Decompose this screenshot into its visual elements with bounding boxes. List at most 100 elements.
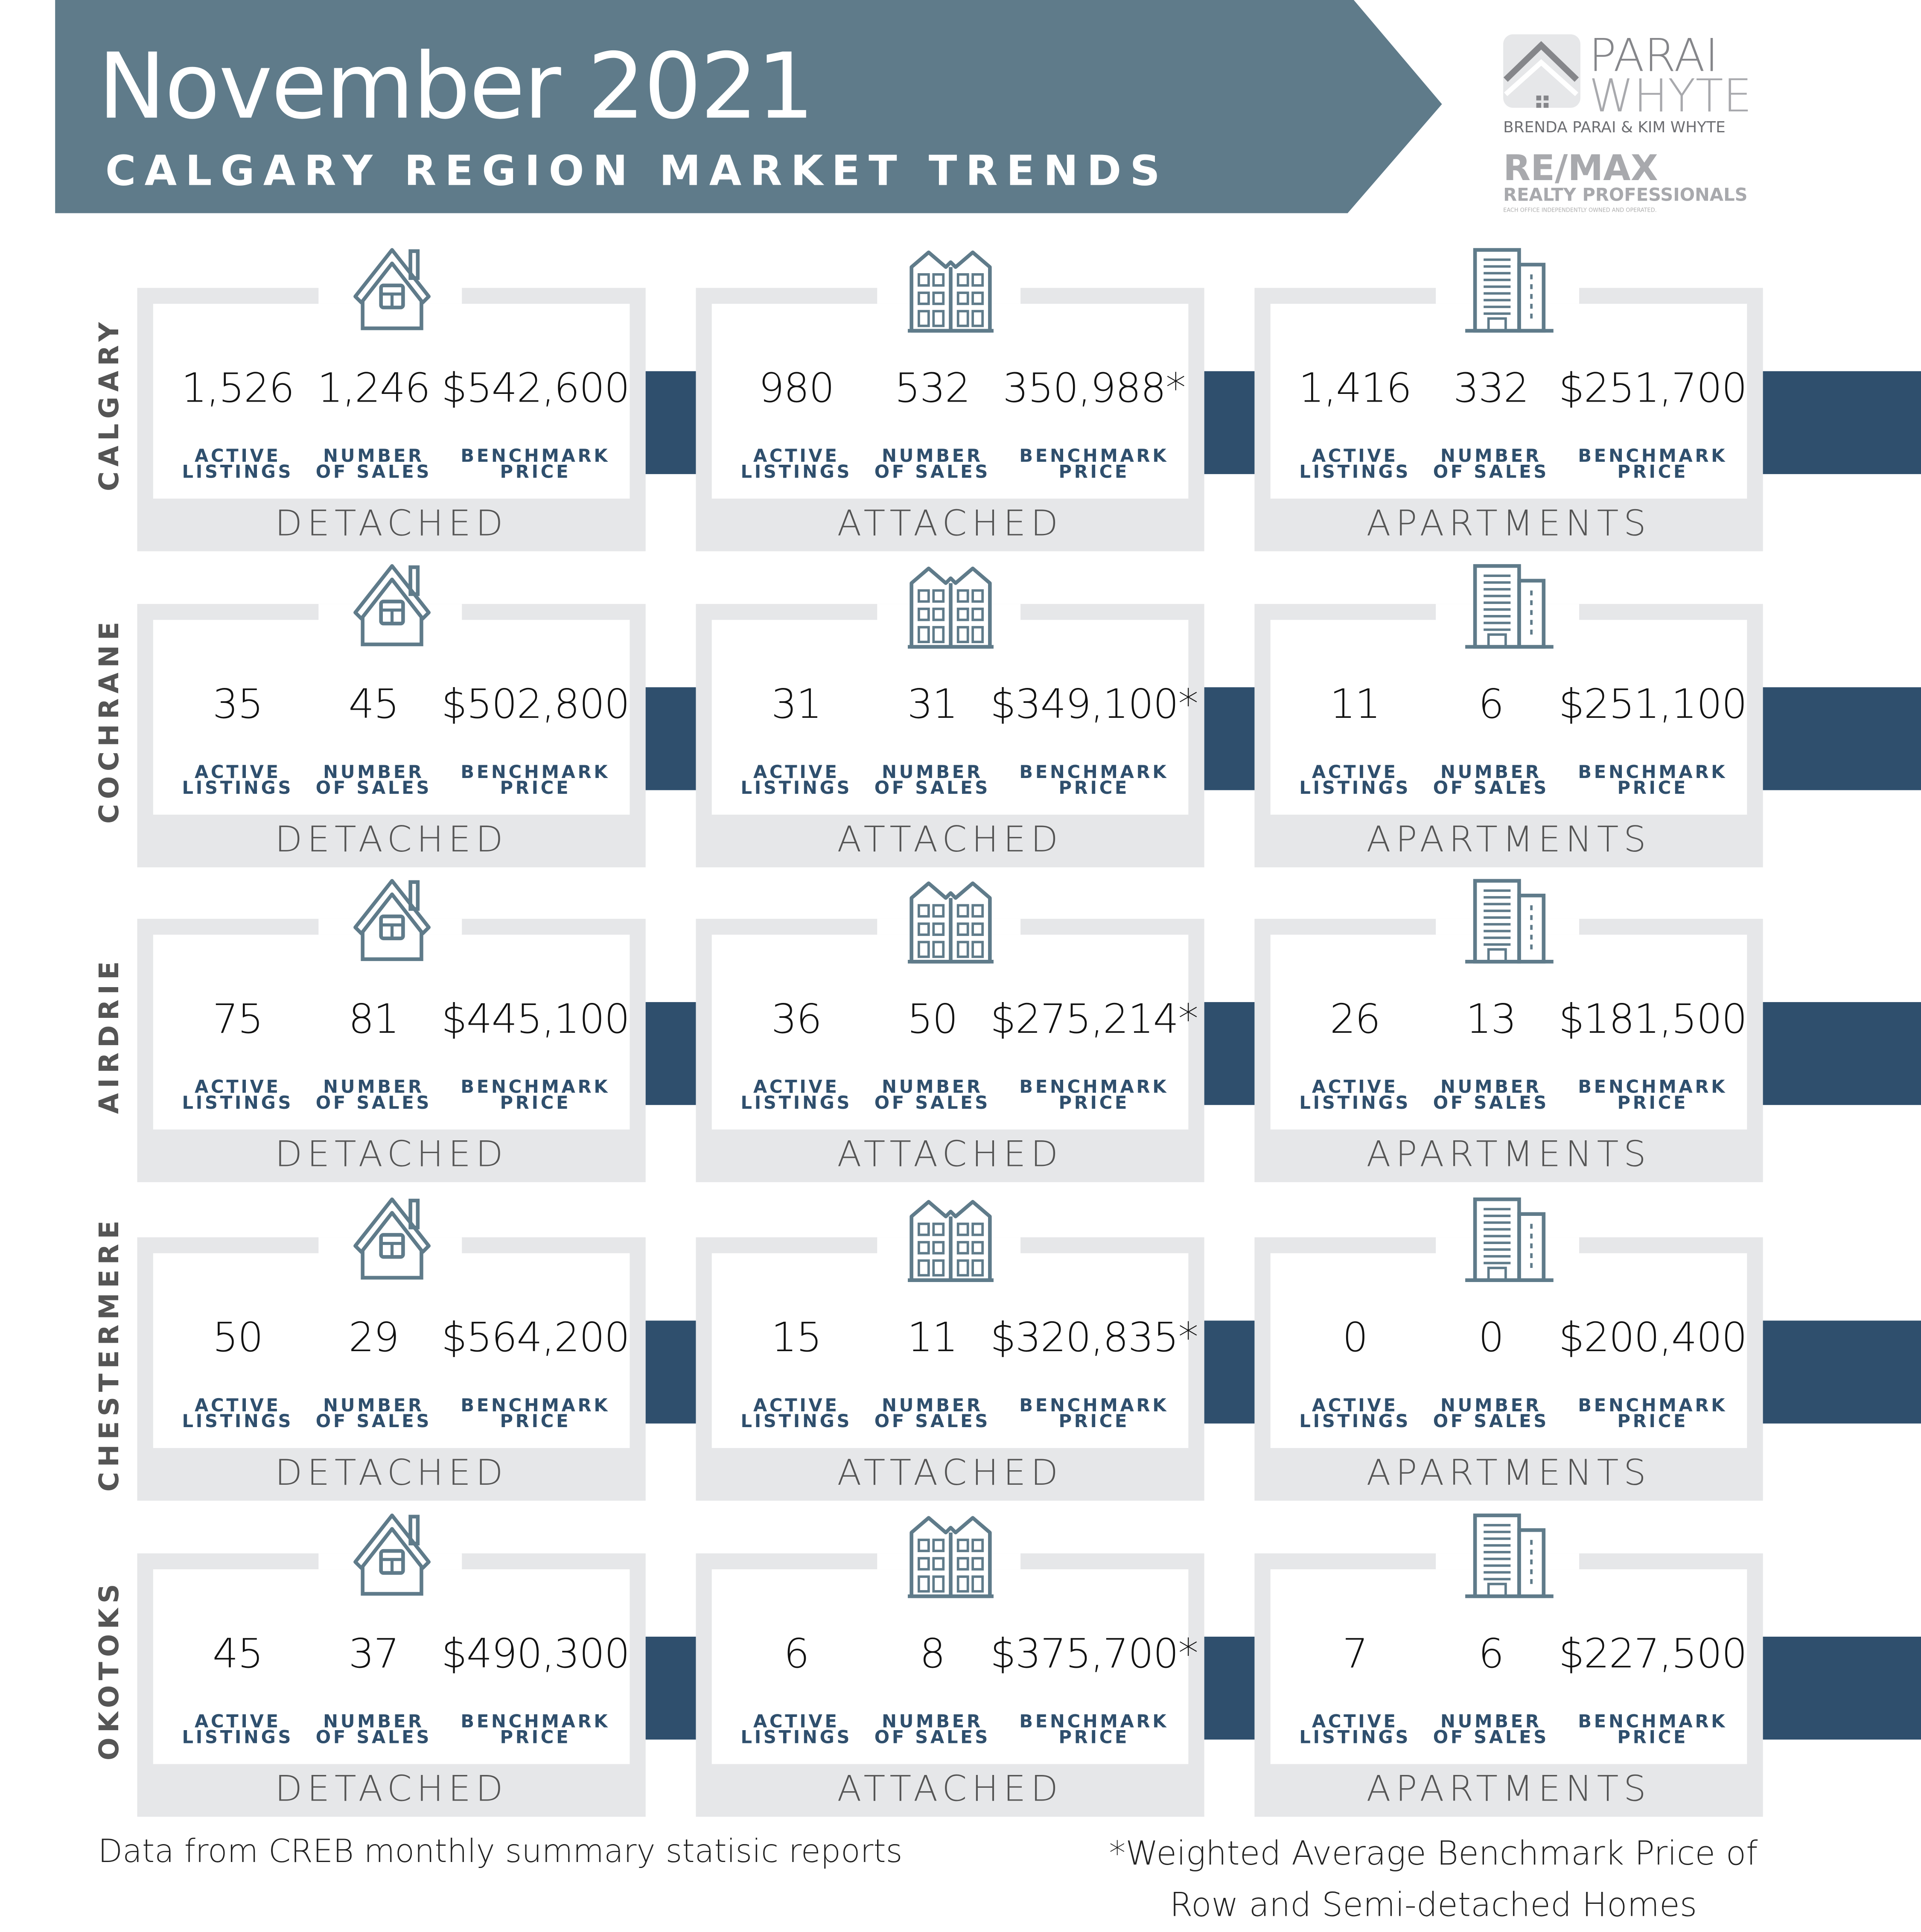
apartment-building-icon — [1463, 561, 1556, 650]
value-active: 26 — [1329, 994, 1381, 1043]
icon-gap — [877, 604, 1021, 620]
card-inner — [711, 303, 1189, 499]
connector-bar — [1763, 371, 1921, 474]
property-type-label: DETACHED — [275, 1451, 508, 1494]
value-price: $349,100* — [990, 680, 1198, 728]
logo-parai: PARAI — [1589, 31, 1718, 82]
value-active: 15 — [771, 1313, 822, 1361]
house-icon — [345, 245, 438, 333]
label-sales: NUMBER OF SALES — [315, 1396, 432, 1432]
apartment-building-icon — [1463, 876, 1556, 964]
label-sales: NUMBER OF SALES — [874, 447, 991, 483]
value-price: $251,100 — [1559, 680, 1747, 728]
connector-bar — [1204, 1636, 1256, 1740]
label-sales: NUMBER OF SALES — [1433, 447, 1549, 483]
value-sales: 29 — [348, 1313, 399, 1361]
property-type-label: ATTACHED — [837, 818, 1063, 860]
label-price: BENCHMARK PRICE — [1019, 1712, 1169, 1748]
icon-gap — [318, 1237, 462, 1253]
label-active: ACTIVE LISTINGS — [1299, 1078, 1411, 1114]
house-icon — [345, 1510, 438, 1599]
market-card-apartments: 0 ACTIVE LISTINGS 0 NUMBER OF SALES $200,400… — [1254, 1197, 1763, 1501]
value-sales: 45 — [348, 680, 399, 728]
value-price: $542,600 — [441, 364, 630, 412]
icon-gap — [318, 288, 462, 304]
property-type-label: APARTMENTS — [1366, 502, 1651, 544]
market-card-attached: 31 ACTIVE LISTINGS 31 NUMBER OF SALES $349,1… — [696, 566, 1204, 868]
market-card-apartments: 26 ACTIVE LISTINGS 13 NUMBER OF SALES $181,5… — [1254, 879, 1763, 1183]
label-price: BENCHMARK PRICE — [1019, 447, 1169, 483]
label-price: BENCHMARK PRICE — [1578, 763, 1728, 799]
value-price: $181,500 — [1559, 994, 1747, 1043]
icon-gap — [877, 1237, 1021, 1253]
value-sales: 13 — [1466, 994, 1517, 1043]
connector-bar — [645, 1636, 697, 1740]
connector-bar — [1763, 1636, 1921, 1740]
market-card-apartments: 1,416 ACTIVE LISTINGS 332 NUMBER OF SALES $2… — [1254, 248, 1763, 551]
value-price: $251,700 — [1559, 364, 1747, 412]
value-active: 11 — [1329, 680, 1381, 728]
label-sales: NUMBER OF SALES — [315, 447, 432, 483]
value-active: 31 — [771, 680, 822, 728]
label-sales: NUMBER OF SALES — [315, 763, 432, 799]
logo-agents: BRENDA PARAI & KIM WHYTE — [1503, 119, 1726, 136]
card-inner — [711, 1569, 1189, 1764]
connector-bar — [1763, 1002, 1921, 1105]
card-inner — [711, 1253, 1189, 1448]
property-type-label: DETACHED — [275, 1768, 508, 1810]
value-active: 7 — [1342, 1629, 1368, 1677]
label-active: ACTIVE LISTINGS — [1299, 1396, 1411, 1432]
value-price: $375,700* — [990, 1629, 1198, 1677]
card-inner — [711, 935, 1189, 1130]
value-sales: 31 — [907, 680, 958, 728]
label-sales: NUMBER OF SALES — [874, 1078, 991, 1114]
value-sales: 1,246 — [317, 364, 430, 412]
market-card-attached: 980 ACTIVE LISTINGS 532 NUMBER OF SALES 350,… — [696, 251, 1204, 551]
townhouse-icon — [904, 245, 997, 333]
property-type-label: APARTMENTS — [1366, 1768, 1651, 1810]
house-icon — [345, 1195, 438, 1283]
connector-bar — [1204, 1320, 1256, 1424]
connector-bar — [1204, 687, 1256, 790]
value-sales: 0 — [1478, 1313, 1504, 1361]
icon-gap — [318, 1553, 462, 1570]
logo-disclaimer: EACH OFFICE INDEPENDENTLY OWNED AND OPER… — [1503, 207, 1657, 214]
property-type-label: APARTMENTS — [1366, 818, 1651, 860]
label-sales: NUMBER OF SALES — [1433, 1712, 1549, 1748]
label-price: BENCHMARK PRICE — [1019, 1078, 1169, 1114]
label-active: ACTIVE LISTINGS — [182, 1396, 294, 1432]
card-inner — [1270, 1569, 1747, 1764]
label-price: BENCHMARK PRICE — [1578, 1712, 1728, 1748]
label-price: BENCHMARK PRICE — [1578, 447, 1728, 483]
region-label-cochrane: COCHRANE — [95, 617, 126, 824]
market-card-attached: 36 ACTIVE LISTINGS 50 NUMBER OF SALES $275,2… — [696, 881, 1204, 1183]
region-label-airdrie: AIRDRIE — [95, 956, 126, 1114]
value-active: 75 — [213, 994, 263, 1043]
card-inner — [153, 303, 630, 499]
label-active: ACTIVE LISTINGS — [1299, 763, 1411, 799]
label-price: BENCHMARK PRICE — [461, 1712, 610, 1748]
label-active: ACTIVE LISTINGS — [182, 1078, 294, 1114]
townhouse-icon — [904, 1510, 997, 1599]
icon-gap — [877, 1553, 1021, 1570]
label-active: ACTIVE LISTINGS — [740, 1078, 852, 1114]
market-card-detached: 1,526 ACTIVE LISTINGS 1,246 NUMBER OF SALES… — [137, 248, 646, 551]
value-price: $502,800 — [441, 680, 630, 728]
label-active: ACTIVE LISTINGS — [740, 447, 852, 483]
value-price: $445,100 — [441, 994, 630, 1043]
label-active: ACTIVE LISTINGS — [740, 763, 852, 799]
value-sales: 11 — [907, 1313, 958, 1361]
label-sales: NUMBER OF SALES — [1433, 763, 1549, 799]
connector-bar — [1204, 371, 1256, 474]
connector-bar — [645, 1320, 697, 1424]
label-sales: NUMBER OF SALES — [315, 1078, 432, 1114]
label-active: ACTIVE LISTINGS — [740, 1396, 852, 1432]
value-price: 350,988* — [1003, 364, 1186, 412]
value-active: 50 — [213, 1313, 263, 1361]
property-type-label: APARTMENTS — [1366, 1451, 1651, 1494]
label-sales: NUMBER OF SALES — [1433, 1396, 1549, 1432]
label-price: BENCHMARK PRICE — [1578, 1078, 1728, 1114]
market-card-attached: 15 ACTIVE LISTINGS 11 NUMBER OF SALES $320,8… — [696, 1200, 1204, 1501]
label-active: ACTIVE LISTINGS — [182, 1712, 294, 1748]
label-price: BENCHMARK PRICE — [461, 1396, 610, 1432]
